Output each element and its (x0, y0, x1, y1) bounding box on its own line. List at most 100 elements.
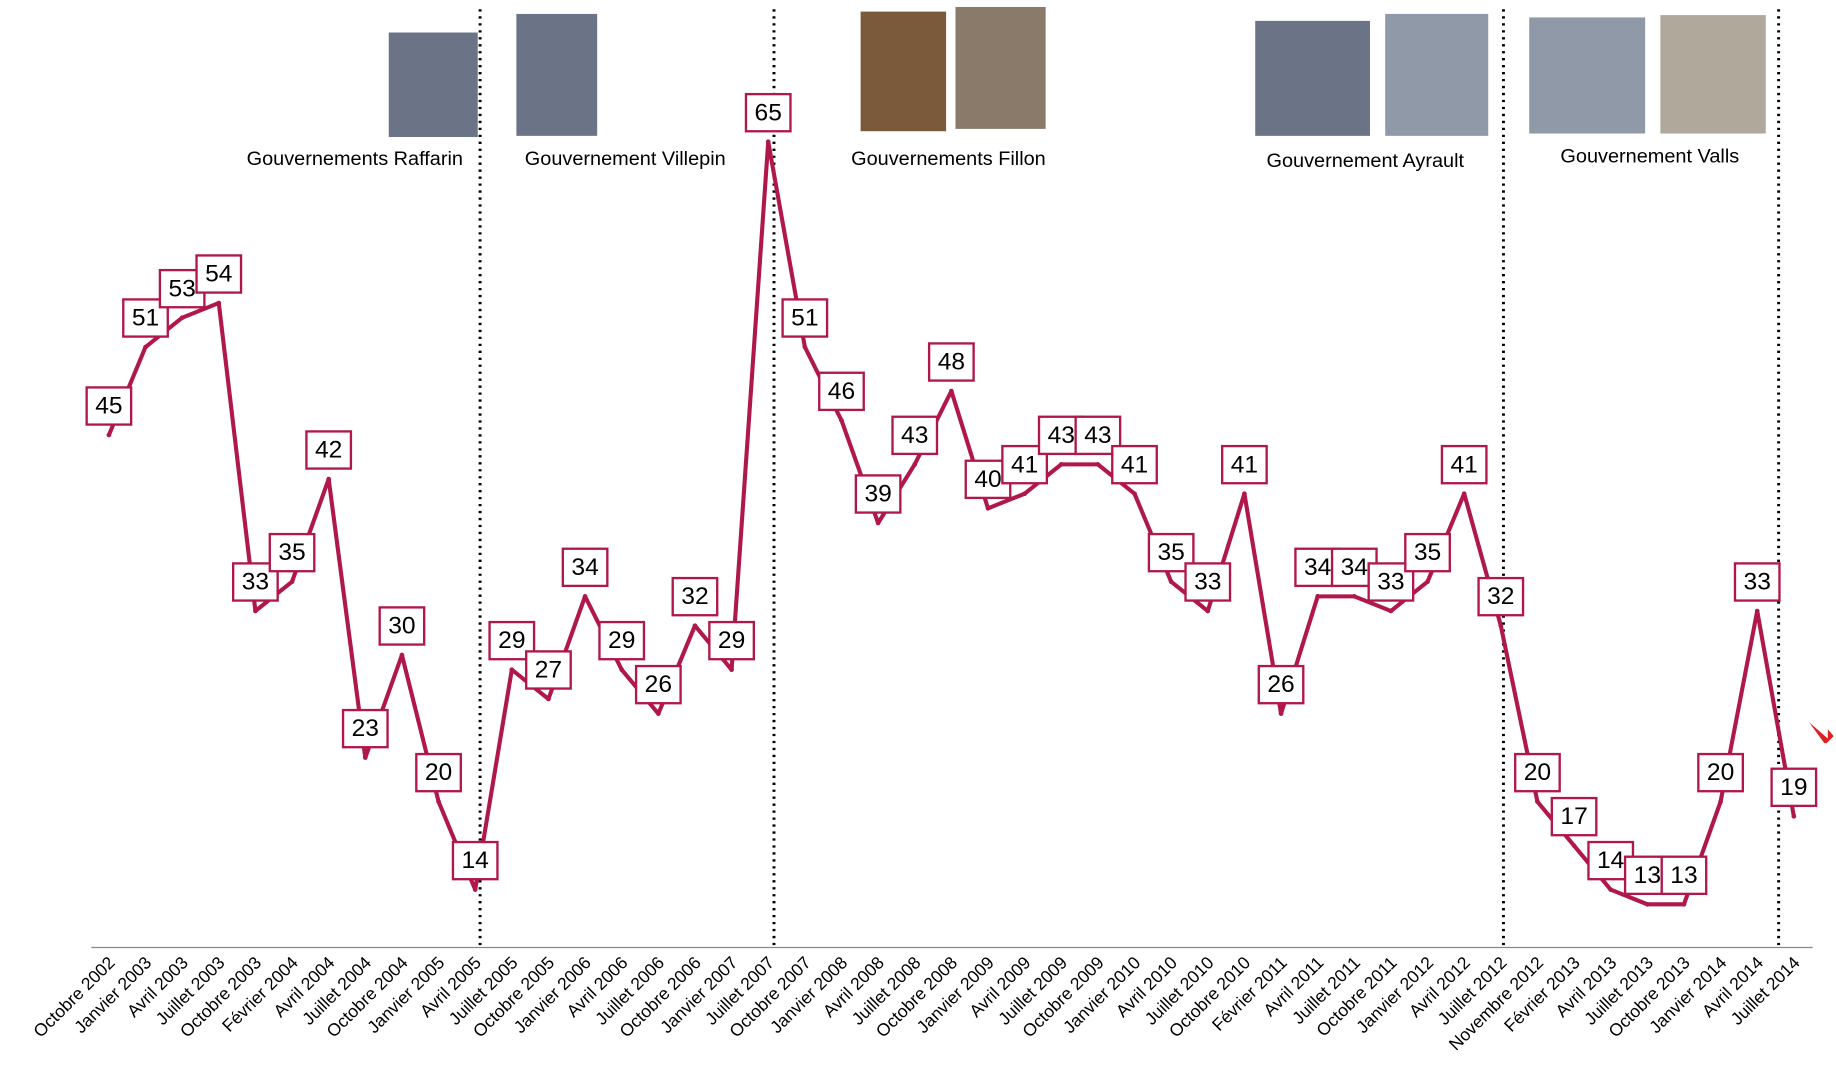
point (765, 139, 771, 145)
point (1058, 462, 1064, 467)
label-box (1477, 576, 1525, 617)
label-box (1404, 532, 1451, 573)
value-label: 13 (1634, 862, 1661, 889)
government-label: Gouvernement Ayrault (1266, 150, 1464, 172)
point (949, 388, 954, 394)
value-label: 42 (315, 437, 342, 464)
label-box (781, 298, 829, 338)
photo (1385, 13, 1489, 136)
label-box (1770, 767, 1818, 808)
point (729, 667, 734, 672)
point (362, 755, 368, 760)
point (1791, 814, 1797, 819)
label-box (561, 547, 609, 588)
point (1644, 901, 1650, 907)
value-label: 41 (1011, 451, 1038, 478)
value-label: 27 (535, 657, 562, 684)
label-box (1220, 444, 1268, 485)
label-box (1514, 752, 1561, 793)
point (399, 652, 405, 658)
point (839, 418, 844, 423)
label-box (1733, 562, 1781, 602)
label-box (1697, 752, 1745, 793)
label-box (1440, 444, 1488, 485)
label-box (85, 386, 133, 426)
government-label: Gouvernement Villepin (525, 148, 726, 170)
point (1535, 799, 1540, 804)
label-box (891, 415, 939, 456)
value-label: 14 (462, 847, 489, 874)
label-box (341, 708, 389, 749)
point (1095, 462, 1101, 467)
point (1351, 594, 1357, 599)
point (509, 667, 515, 672)
photo (1660, 15, 1766, 134)
point (216, 300, 222, 306)
government-label: Gouvernement Valls (1560, 146, 1739, 168)
label-box (415, 752, 462, 793)
point (985, 506, 991, 511)
point (472, 887, 478, 892)
value-label: 39 (864, 481, 891, 508)
point (619, 667, 625, 672)
label-box (378, 606, 426, 646)
value-label: 34 (1341, 554, 1368, 581)
point (289, 579, 295, 585)
label-box (268, 532, 316, 573)
point (875, 520, 881, 526)
photo (1529, 17, 1646, 134)
photo (388, 32, 478, 138)
point (912, 462, 918, 467)
label-box (305, 430, 353, 470)
label-box (818, 371, 865, 412)
value-label: 33 (1194, 569, 1221, 596)
label-box (927, 342, 975, 382)
label-box (451, 840, 499, 881)
government-label: Gouvernements Fillon (851, 148, 1046, 170)
value-label: 35 (1157, 539, 1184, 566)
label-box (1184, 562, 1232, 602)
photo (955, 6, 1046, 129)
value-label: 40 (974, 466, 1001, 493)
value-label: 33 (1377, 569, 1404, 596)
value-label: 29 (498, 627, 525, 654)
point (1132, 491, 1137, 497)
point (1754, 608, 1760, 614)
label-box (854, 474, 902, 514)
photo (516, 13, 598, 136)
point (1388, 608, 1394, 614)
point (802, 344, 808, 350)
value-label: 51 (132, 305, 159, 332)
value-label: 29 (608, 627, 635, 654)
value-label: 17 (1560, 803, 1587, 830)
value-label: 23 (352, 715, 379, 742)
label-box (1550, 796, 1598, 837)
point (1425, 579, 1430, 585)
value-label: 41 (1121, 451, 1148, 478)
value-label: 53 (168, 275, 195, 302)
value-label: 13 (1670, 862, 1697, 889)
trend-arrow (1809, 722, 1834, 744)
point (253, 608, 258, 614)
label-box (1111, 444, 1158, 485)
value-label: 43 (1084, 422, 1111, 449)
value-label: 26 (645, 671, 672, 698)
point (1315, 594, 1321, 599)
label-box (1257, 664, 1305, 705)
value-label: 20 (425, 759, 452, 786)
point (1571, 843, 1577, 848)
photos (388, 6, 1766, 138)
point (546, 696, 551, 702)
point (655, 711, 661, 716)
point (436, 799, 441, 804)
label-box (671, 576, 719, 617)
point (326, 476, 332, 482)
value-label: 43 (1048, 422, 1075, 449)
point (1205, 608, 1211, 614)
value-label: 34 (571, 554, 598, 581)
point (582, 594, 588, 599)
value-label: 35 (1414, 539, 1441, 566)
value-label: 54 (205, 261, 232, 288)
value-label: 46 (828, 378, 855, 405)
point (1168, 579, 1174, 585)
